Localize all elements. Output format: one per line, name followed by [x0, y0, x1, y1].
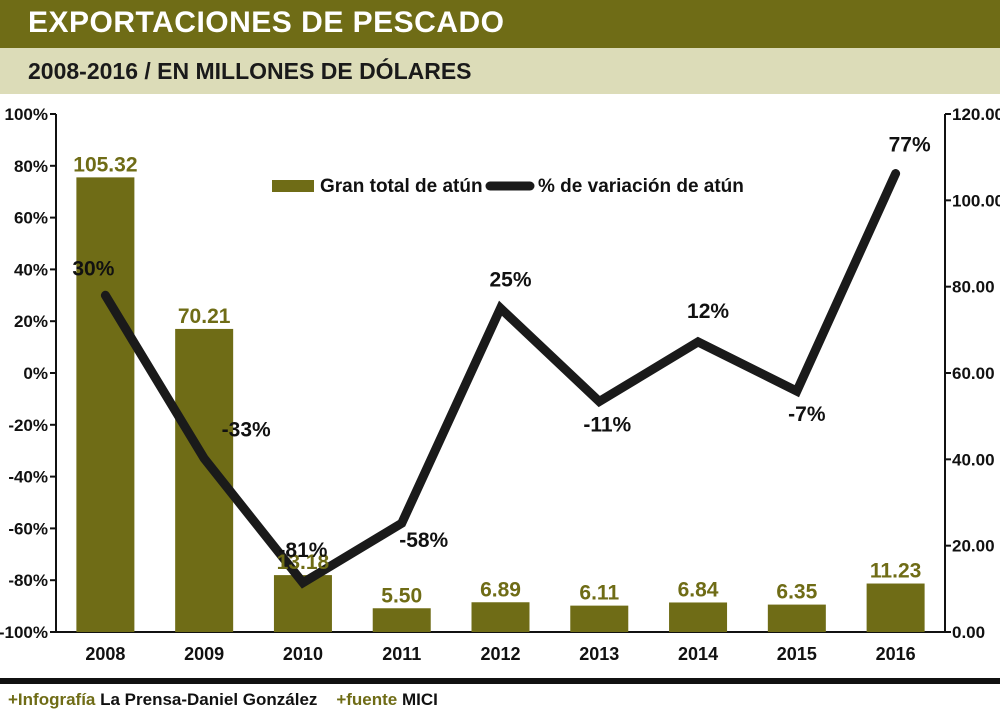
bar-data-label: 70.21 [178, 305, 231, 328]
x-tick-label: 2008 [85, 644, 125, 664]
subtitle-bar: 2008-2016 / EN MILLONES DE DÓLARES [0, 48, 1000, 94]
bar-data-label: 5.50 [381, 584, 422, 607]
legend-line-label: % de variación de atún [538, 176, 744, 197]
bar-2015 [767, 604, 826, 632]
x-tick-label: 2011 [382, 644, 421, 664]
bar-2013 [570, 605, 629, 632]
source-value: MICI [401, 690, 438, 709]
left-tick-label: -80% [8, 571, 48, 590]
left-tick-label: -40% [8, 468, 48, 487]
chart-area: -100% -80% -60% -40% -20% 0% 20% 40% 60% 80% 100% 0… [0, 94, 1000, 674]
chart-subtitle: 2008-2016 / EN MILLONES DE DÓLARES [28, 58, 472, 84]
x-tick-label: 2012 [480, 644, 520, 664]
source-label: +fuente [336, 690, 398, 709]
right-tick-label: 40.00 [952, 450, 995, 469]
bar-data-label: 6.35 [776, 581, 817, 604]
line-data-label: -81% [278, 539, 327, 562]
footer: +Infografía La Prensa-Daniel González +f… [8, 690, 438, 710]
combo-chart: -100% -80% -60% -40% -20% 0% 20% 40% 60% 80% 100% 0… [0, 105, 1000, 664]
credit-label: +Infografía [8, 690, 96, 709]
bar-data-label: 13.18 [277, 551, 330, 574]
x-tick-label: 2010 [283, 644, 323, 664]
credit-value: La Prensa-Daniel González [100, 690, 318, 709]
x-tick-label: 2015 [777, 644, 817, 664]
left-tick-label: 20% [14, 312, 48, 331]
bottom-rule [0, 678, 1000, 684]
bar-2016 [866, 583, 925, 632]
bar-data-label: 6.84 [678, 578, 719, 601]
line-data-label: -33% [222, 418, 271, 441]
right-tick-label: 120.00 [952, 105, 1000, 124]
left-tick-label: -60% [8, 519, 48, 538]
bar-2012 [471, 602, 530, 632]
line-data-label: 30% [72, 257, 114, 280]
left-tick-label: 60% [14, 209, 48, 228]
bar-data-label: 6.89 [480, 578, 521, 601]
bar-data-label: 6.11 [579, 582, 619, 605]
left-tick-label: 0% [23, 364, 48, 383]
x-tick-label: 2014 [678, 644, 718, 664]
left-tick-label: 80% [14, 157, 48, 176]
title-bar: EXPORTACIONES DE PESCADO [0, 0, 1000, 48]
right-tick-label: 60.00 [952, 364, 995, 383]
left-tick-label: 40% [14, 260, 48, 279]
right-tick-label: 100.00 [952, 191, 1000, 210]
left-tick-label: -20% [8, 416, 48, 435]
variation-line [100, 169, 901, 589]
bar-2011 [372, 608, 431, 632]
chart-title: EXPORTACIONES DE PESCADO [28, 6, 505, 39]
line-data-label: 12% [687, 300, 729, 323]
x-tick-label: 2016 [876, 644, 916, 664]
bar-data-label: 105.32 [73, 153, 137, 176]
right-tick-label: 0.00 [952, 623, 985, 642]
line-data-label: -58% [399, 529, 448, 552]
left-tick-label: -100% [0, 623, 48, 642]
right-tick-label: 80.00 [952, 278, 995, 297]
bar-2014 [669, 602, 728, 632]
left-tick-label: 100% [5, 105, 48, 124]
line-data-label: -7% [788, 403, 826, 426]
right-tick-label: 20.00 [952, 537, 995, 556]
line-data-label: 25% [489, 268, 531, 291]
line-data-label: 77% [889, 134, 931, 157]
line-data-label: -11% [583, 413, 631, 436]
bar-data-label: 11.23 [870, 560, 921, 583]
x-tick-label: 2009 [184, 644, 224, 664]
x-tick-label: 2013 [579, 644, 619, 664]
bar-2008 [76, 177, 135, 633]
legend-bar-swatch [272, 180, 314, 192]
legend-bar-label: Gran total de atún [320, 176, 483, 197]
